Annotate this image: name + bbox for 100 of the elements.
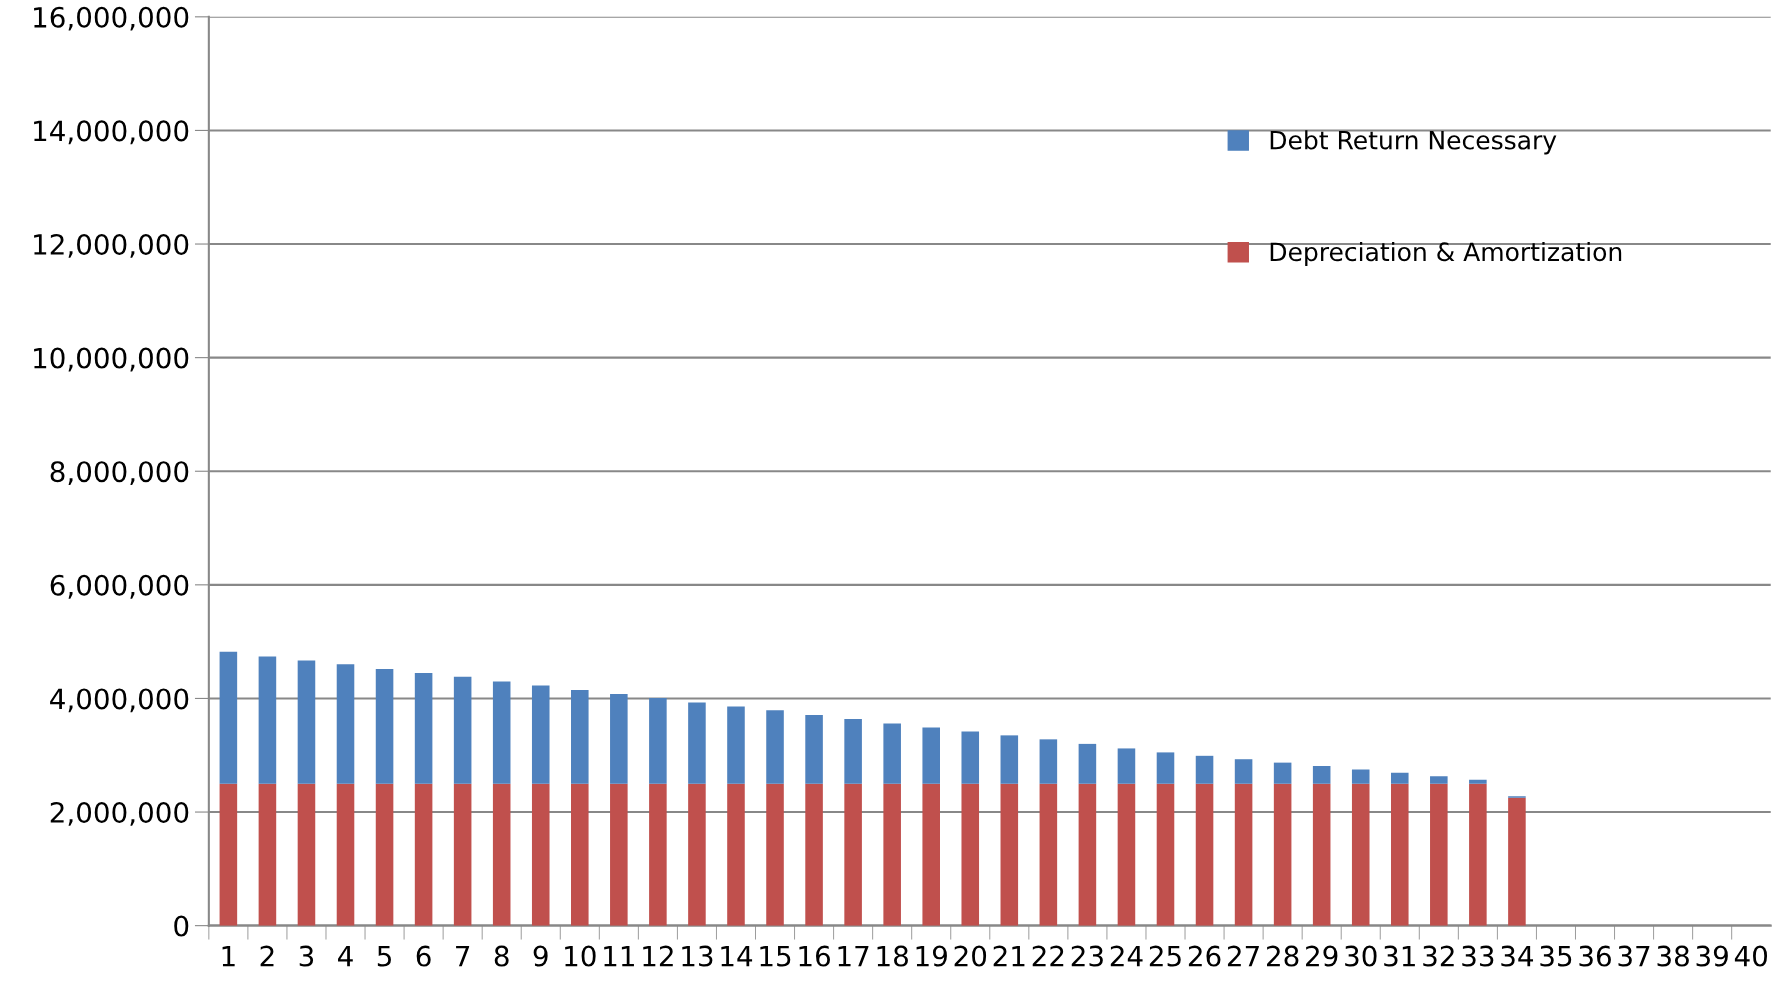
x-tick-label: 16 <box>799 945 830 967</box>
bar <box>571 689 589 784</box>
x-tick-label: 7 <box>456 945 470 967</box>
bar <box>1195 783 1214 926</box>
bar <box>1469 779 1487 784</box>
bar <box>571 783 589 926</box>
bar <box>766 710 784 784</box>
x-tick-label: 38 <box>1657 945 1689 967</box>
x-tick-label: 39 <box>1696 945 1728 967</box>
x-tick-label: 32 <box>1423 945 1454 967</box>
bar <box>297 660 316 784</box>
x-tick-label: 28 <box>1267 945 1299 967</box>
bar <box>961 731 980 784</box>
bar <box>336 664 355 784</box>
legend-label: Debt Return Necessary <box>1270 130 1557 155</box>
x-tick-label: 12 <box>643 945 673 967</box>
bar <box>1234 759 1253 784</box>
bar <box>1390 772 1409 784</box>
bar <box>375 668 394 784</box>
x-tick-label: 34 <box>1501 945 1534 967</box>
bar <box>414 783 433 926</box>
y-tick-label: 4,000,000 <box>50 688 189 713</box>
x-tick-label: 35 <box>1540 945 1572 967</box>
bar <box>1273 762 1292 784</box>
bar <box>1078 743 1097 784</box>
bar <box>1469 783 1487 926</box>
x-tick-label: 20 <box>954 945 987 967</box>
bar <box>531 685 550 784</box>
x-tick-label: 26 <box>1188 945 1221 967</box>
x-tick-label: 21 <box>993 945 1025 967</box>
x-tick-label: 22 <box>1032 945 1064 967</box>
bar <box>1390 783 1409 926</box>
bar <box>649 697 667 784</box>
bar <box>1117 783 1136 926</box>
x-tick-label: 33 <box>1462 945 1494 967</box>
bar <box>1039 739 1058 784</box>
bar <box>844 783 862 926</box>
bar <box>336 783 355 926</box>
bar <box>1234 783 1253 926</box>
x-tick-label: 8 <box>494 945 509 967</box>
bar <box>1117 748 1136 784</box>
y-tick-label: 2,000,000 <box>50 801 189 826</box>
bar <box>1312 766 1331 784</box>
bar <box>1312 783 1331 926</box>
bar <box>649 783 667 926</box>
y-tick-label: 6,000,000 <box>50 574 189 599</box>
x-tick-label: 6 <box>416 945 431 967</box>
x-tick-label: 29 <box>1306 945 1338 967</box>
bar <box>610 783 628 926</box>
x-tick-label: 1 <box>222 945 235 967</box>
bar <box>610 693 628 784</box>
bar <box>219 651 238 784</box>
x-tick-label: 30 <box>1345 945 1377 967</box>
x-tick-label: 18 <box>877 945 908 967</box>
bar <box>688 783 706 926</box>
bar <box>1351 783 1370 926</box>
x-tick-label: 27 <box>1227 945 1259 967</box>
bar <box>1430 783 1448 926</box>
x-tick-label: 40 <box>1734 945 1768 967</box>
bar <box>688 702 706 784</box>
bar <box>1156 783 1175 926</box>
x-tick-label: 19 <box>916 945 947 967</box>
x-tick-label: 15 <box>760 945 791 967</box>
x-tick-label: 37 <box>1618 945 1650 967</box>
bar <box>492 783 511 926</box>
y-tick-label: 14,000,000 <box>34 120 189 145</box>
bar <box>844 718 862 784</box>
bar <box>961 783 980 926</box>
bar <box>492 681 511 784</box>
bar <box>766 783 784 926</box>
bar <box>922 783 940 926</box>
x-tick-label: 23 <box>1071 945 1103 967</box>
x-tick-label: 24 <box>1110 945 1143 967</box>
bar <box>1273 783 1292 926</box>
x-tick-label: 31 <box>1384 945 1415 967</box>
bar <box>727 783 745 926</box>
bar <box>414 672 433 784</box>
bar <box>258 656 277 784</box>
legend-label: Depreciation & Amortization <box>1270 241 1622 267</box>
x-tick-label: 2 <box>260 945 274 967</box>
bar <box>1351 769 1370 784</box>
y-tick-label: 0 <box>174 915 189 937</box>
bar <box>1156 752 1175 784</box>
x-tick-label: 10 <box>565 945 596 967</box>
bar <box>883 723 901 784</box>
x-tick-label: 3 <box>299 945 314 967</box>
x-tick-label: 4 <box>338 945 353 967</box>
bar <box>453 676 472 784</box>
bar <box>1430 776 1448 784</box>
x-tick-label: 14 <box>721 945 753 967</box>
bar <box>375 783 394 926</box>
x-tick-label: 36 <box>1579 945 1611 967</box>
bar <box>258 783 277 926</box>
x-tick-label: 9 <box>533 945 548 967</box>
bar <box>453 783 472 926</box>
bar <box>531 783 550 926</box>
bar <box>1508 797 1526 926</box>
bar <box>219 783 238 926</box>
x-tick-label: 17 <box>838 945 869 967</box>
x-tick-label: 11 <box>604 945 634 967</box>
